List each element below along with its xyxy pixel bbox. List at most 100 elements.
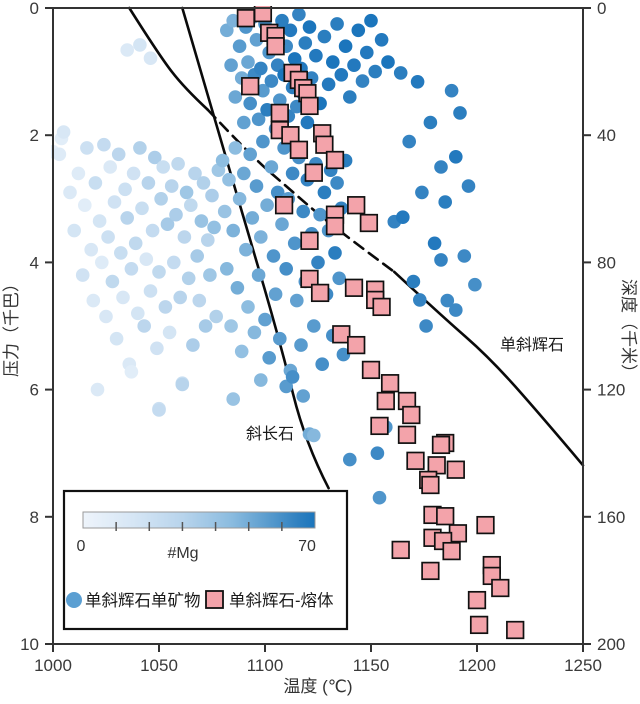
data-point-circle [67,223,81,238]
y-left-tick-label: 4 [30,253,39,272]
data-point-circle [128,236,143,251]
data-point-circle [63,185,77,200]
data-point-circle [90,382,105,397]
data-point-circle [184,198,198,212]
data-point-circle [279,262,294,276]
data-point-circle [307,319,321,333]
data-point-circle [99,309,113,324]
data-point-circle [203,268,217,282]
data-point-circle [241,55,255,69]
data-point-circle [317,29,332,44]
data-point-square [406,451,425,470]
data-point-circle [97,137,111,152]
data-point-circle [228,141,243,155]
phase-boundary-curves [128,6,585,490]
data-point-circle [141,176,156,190]
data-point-circle [381,55,395,69]
data-point-square [436,507,455,526]
data-point-circle [75,268,90,282]
data-point-circle [171,157,185,171]
data-point-circle [201,233,215,247]
curve-label-clinopyroxene: 单斜辉石 [500,336,564,354]
data-point-square [376,391,395,411]
data-point-circle [71,166,86,181]
data-point-circle [461,179,476,193]
data-point-square [332,325,351,344]
data-point-circle [158,300,173,314]
data-point-square [253,6,273,23]
phase-curve-clinopyroxene [393,270,585,467]
data-point-circle [116,290,130,305]
legend-item-cpx-melt: 单斜辉石-熔体 [229,591,334,610]
data-point-circle [313,207,327,222]
data-point-square [372,297,391,317]
data-point-circle [410,75,425,89]
data-point-circle [124,262,139,276]
data-point-circle [332,271,347,286]
colorbar-min-label: 0 [77,538,86,555]
data-point-circle [135,201,149,216]
y-left-tick-label: 2 [30,126,39,145]
phase-curve-clinopyroxene [128,6,210,112]
data-point-circle [360,45,374,60]
data-point-circle [275,217,289,231]
data-point-circle [415,185,429,200]
data-point-circle [298,36,313,50]
y-right-tick-label: 40 [597,126,616,145]
data-point-circle [156,160,170,174]
data-point-square [241,77,260,96]
data-point-square [325,150,345,170]
data-point-square [446,460,465,479]
data-point-circle [256,134,270,149]
data-point-circle [336,347,351,362]
data-point-circle [449,303,463,317]
data-point-circle [226,13,240,28]
data-point-circle [438,195,453,209]
data-point-circle [124,365,139,379]
mg-colorbar-ticks [115,522,283,531]
data-point-circle [232,39,247,53]
data-point-circle [78,198,92,212]
data-point-square [467,590,487,610]
data-point-circle [230,281,245,295]
data-point-square [506,620,525,640]
data-point-circle [103,160,117,174]
phase-curve-plagioclase [181,6,330,490]
x-tick-label: 1150 [353,656,390,675]
data-point-circle [249,179,264,193]
data-point-square [300,96,319,116]
data-point-circle [419,319,433,333]
legend-item-cpx-mineral: 单斜辉石单矿物 [85,591,201,610]
y-left-axis-ticks: 0 2 4 6 8 10 [20,0,53,654]
data-point-circle [186,338,200,352]
data-point-square [315,135,334,154]
data-point-circle [302,20,317,34]
data-point-circle [205,188,219,203]
data-point-circle [309,48,323,63]
data-point-circle [228,90,243,104]
data-point-circle [283,23,298,38]
data-point-circle [287,236,302,251]
legend-square-marker [205,590,224,609]
data-point-square [266,37,285,56]
data-point-circle [190,249,204,263]
data-point-circle [181,271,196,286]
data-point-circle [52,147,67,162]
data-point-circle [80,141,94,155]
data-point-square [310,283,330,303]
data-point-circle [328,246,342,260]
data-point-circle [245,211,260,225]
colorbar-max-label: 70 [298,538,316,555]
data-point-circle [317,185,332,200]
y-right-axis-ticks: 0 40 80 120 160 200 [583,0,625,654]
cpx-mineral-points [51,7,482,505]
data-point-circle [152,265,166,279]
y-left-tick-label: 0 [30,0,39,18]
data-point-circle [300,115,315,130]
data-point-circle [270,185,285,200]
data-point-circle [427,236,442,251]
data-point-circle [209,309,223,324]
data-point-circle [92,214,107,228]
y-left-tick-label: 8 [30,508,39,527]
data-point-circle [338,39,353,53]
